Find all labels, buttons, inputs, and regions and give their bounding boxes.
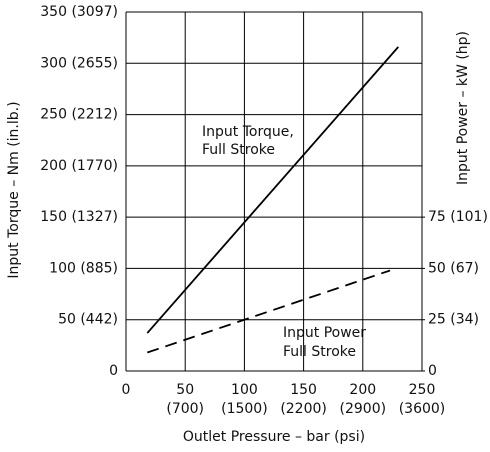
x-tick-label: 200 <box>349 382 376 398</box>
y2-tick-label: 50 (67) <box>428 260 479 276</box>
y2-tick-label: 25 (34) <box>428 312 479 328</box>
x-secondary-tick-label: (1500) <box>221 401 268 417</box>
y-tick-label: 200 (1770) <box>40 158 118 174</box>
annotation: Full Stroke <box>202 142 275 158</box>
x-tick-label: 100 <box>231 382 258 398</box>
y-tick-label: 300 (2655) <box>40 55 118 71</box>
x-tick-label: 50 <box>176 382 194 398</box>
x-secondary-tick-label: (2900) <box>340 401 387 417</box>
y-axis-title: Input Torque – Nm (in.lb.) <box>6 101 22 278</box>
x-secondary-tick-label: (2200) <box>280 401 327 417</box>
y2-tick-label: 75 (101) <box>428 209 488 225</box>
x-secondary-tick-label: (3600) <box>399 401 446 417</box>
y2-tick-label: 0 <box>428 363 437 379</box>
x-tick-label: 150 <box>290 382 317 398</box>
x-tick-label: 0 <box>122 382 131 398</box>
annotation: Input Torque, <box>202 124 294 140</box>
annotation: Full Stroke <box>283 344 356 360</box>
y-tick-label: 0 <box>109 363 118 379</box>
y-tick-label: 250 (2212) <box>40 107 118 123</box>
x-axis-title: Outlet Pressure – bar (psi) <box>183 429 365 445</box>
x-secondary-tick-label: (700) <box>166 401 204 417</box>
y-tick-label: 50 (442) <box>58 312 118 328</box>
series-line <box>146 46 399 334</box>
annotation: Input Power <box>283 325 366 341</box>
y-tick-label: 350 (3097) <box>40 4 118 20</box>
y-tick-label: 150 (1327) <box>40 209 118 225</box>
y2-axis-title: Input Power – kW (hp) <box>455 31 471 185</box>
y-tick-label: 100 (885) <box>49 260 118 276</box>
series-line <box>147 269 391 354</box>
x-tick-label: 250 <box>409 382 436 398</box>
